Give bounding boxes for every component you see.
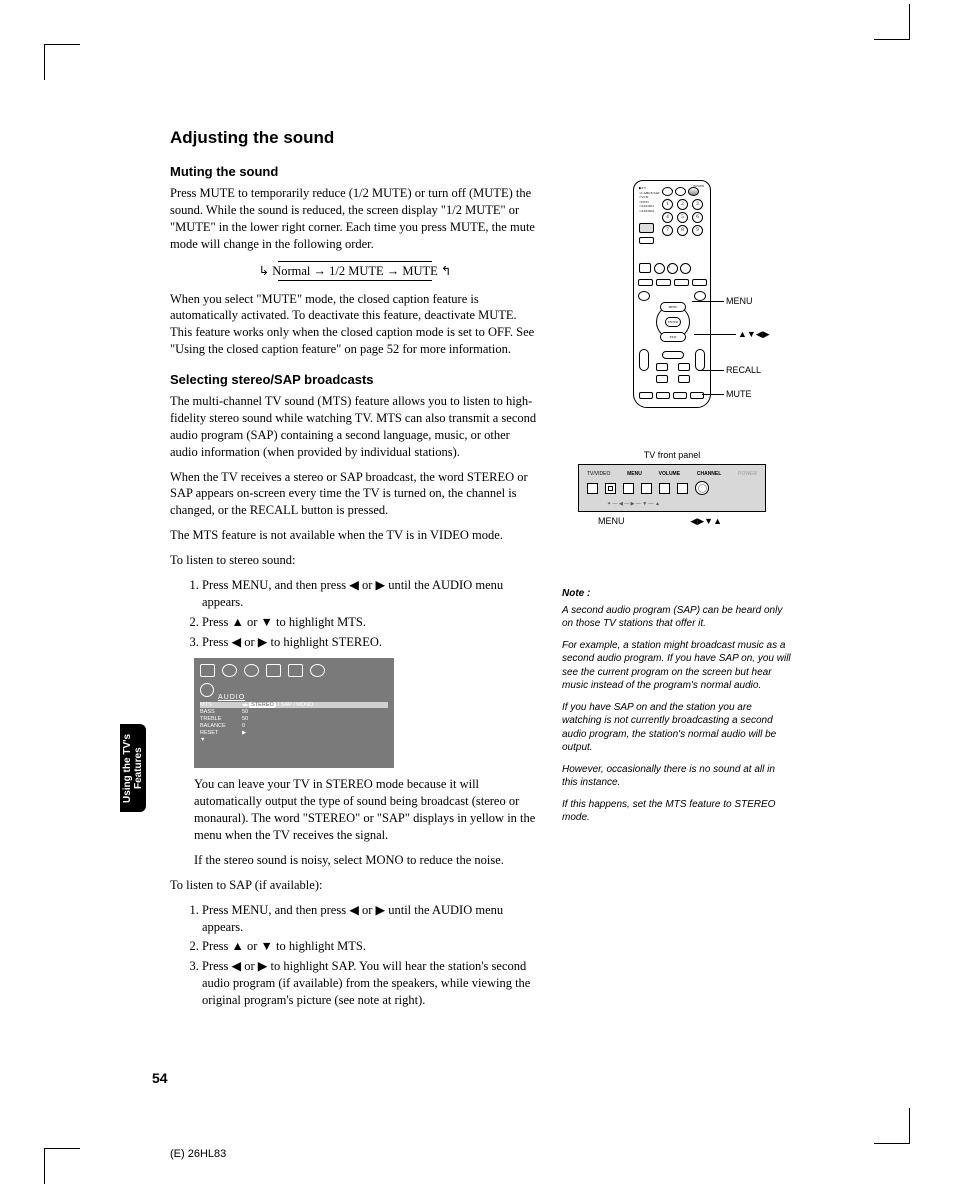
label-recall: RECALL [726,365,761,375]
steps-stereo: Press MENU, and then press ◀ or ▶ until … [170,577,540,651]
label-menu: MENU [726,296,753,306]
osd-screenshot: AUDIO MTS◀▶STEREO / SAP / MONO BASS50 TR… [194,658,394,768]
footer-code: (E) 26HL83 [170,1148,226,1160]
note-text: A second audio program (SAP) can be hear… [562,604,792,631]
note-text: For example, a station might broadcast m… [562,639,792,693]
section-tab: Using the TV's Features [120,724,146,812]
step: Press ◀ or ▶ to highlight SAP. You will … [202,958,540,1009]
steps-sap: Press MENU, and then press ◀ or ▶ until … [170,902,540,1009]
subheading-sap: Selecting stereo/SAP broadcasts [170,372,540,387]
note-heading: Note : [562,587,792,601]
body-text: To listen to SAP (if available): [170,877,540,894]
body-text: To listen to stereo sound: [170,552,540,569]
note-text: If you have SAP on and the station you a… [562,701,792,755]
page-number: 54 [152,1070,168,1086]
label-mute: MUTE [726,389,752,399]
step: Press ◀ or ▶ to highlight STEREO. [202,634,540,651]
panel-label-menu: MENU [598,516,625,527]
body-text: You can leave your TV in STEREO mode bec… [170,776,540,844]
panel-label-arrows: ◀▶▼▲ [690,516,722,527]
label-arrows: ▲▼◀▶ [738,329,770,340]
body-text: The MTS feature is not available when th… [170,527,540,544]
subheading-muting: Muting the sound [170,164,540,179]
crop-mark [44,1148,80,1184]
body-text: The multi-channel TV sound (MTS) feature… [170,393,540,461]
step: Press MENU, and then press ◀ or ▶ until … [202,902,540,936]
remote-diagram: ▶TV ○CABLE/SAT ○VCR ○DVD ○AUDIO1 ○AUDIO2… [562,180,782,420]
step: Press ▲ or ▼ to highlight MTS. [202,614,540,631]
crop-mark [44,44,80,80]
mute-sequence: ↳ Normal → 1/2 MUTE → MUTE ↰ [170,261,540,281]
page-title: Adjusting the sound [170,128,790,148]
note-block: Note : A second audio program (SAP) can … [562,587,792,825]
step: Press MENU, and then press ◀ or ▶ until … [202,577,540,611]
body-text: When you select "MUTE" mode, the closed … [170,291,540,359]
note-text: However, occasionally there is no sound … [562,763,792,790]
front-panel-diagram: TV front panel TV/VIDEO MENU VOLUME CHAN… [562,450,782,527]
body-text: Press MUTE to temporarily reduce (1/2 MU… [170,185,540,253]
step: Press ▲ or ▼ to highlight MTS. [202,938,540,955]
body-text: If the stereo sound is noisy, select MON… [170,852,540,869]
crop-mark [874,4,910,40]
crop-mark [874,1108,910,1144]
body-text: When the TV receives a stereo or SAP bro… [170,469,540,520]
note-text: If this happens, set the MTS feature to … [562,798,792,825]
